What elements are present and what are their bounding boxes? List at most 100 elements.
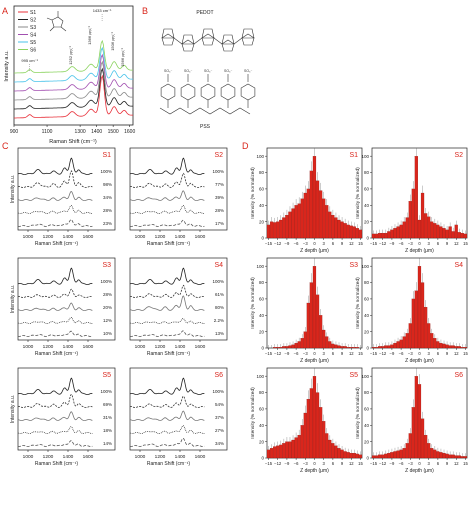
histogram-bar bbox=[334, 445, 338, 459]
histogram-bar bbox=[411, 298, 415, 349]
histogram-bar bbox=[282, 443, 286, 459]
y-tick-label: 100 bbox=[361, 154, 369, 159]
x-tick-label: −3 bbox=[303, 351, 308, 356]
histogram-bar bbox=[303, 412, 307, 459]
histogram-bar bbox=[282, 217, 286, 239]
x-tick-label: −3 bbox=[408, 461, 413, 466]
x-tick-label: 12 bbox=[454, 351, 459, 356]
x-tick-label: 12 bbox=[349, 461, 354, 466]
spectrum-line bbox=[130, 284, 205, 299]
histogram-bar bbox=[393, 228, 397, 239]
tick-label: 1000 bbox=[23, 454, 34, 460]
panel-a-spectra bbox=[14, 39, 133, 119]
histogram-bar bbox=[408, 201, 412, 239]
histogram-bar bbox=[303, 331, 307, 349]
histogram-bar bbox=[439, 226, 443, 239]
y-tick-label: 100 bbox=[256, 154, 264, 159]
histogram-bar bbox=[371, 347, 376, 349]
spectrum-line bbox=[129, 219, 205, 228]
spectrum-line bbox=[17, 440, 93, 448]
histogram-bar bbox=[448, 454, 452, 459]
y-tick-label: 0 bbox=[366, 346, 369, 351]
histogram-bar bbox=[352, 226, 356, 239]
histogram-bar bbox=[439, 342, 443, 349]
spectrum-line bbox=[129, 190, 205, 202]
histogram-bar bbox=[322, 198, 326, 239]
histogram-bar bbox=[331, 214, 335, 239]
histogram-bar bbox=[402, 448, 406, 459]
x-tick-label: 9 bbox=[341, 461, 344, 466]
x-tick-label: −9 bbox=[390, 461, 395, 466]
y-tick-label: 60 bbox=[259, 407, 265, 412]
histogram-bar bbox=[417, 384, 422, 459]
histogram-bar bbox=[427, 443, 431, 459]
y-tick-label: 80 bbox=[364, 280, 370, 285]
histogram-bar bbox=[445, 229, 449, 239]
spectrum-line bbox=[17, 377, 93, 396]
y-tick-label: 20 bbox=[259, 219, 265, 224]
tick-label: 1600 bbox=[83, 454, 94, 460]
histogram-bar bbox=[294, 342, 298, 349]
x-tick-label: 0 bbox=[418, 241, 421, 246]
tick-label: 1400 bbox=[91, 129, 102, 135]
subplot-label: S3 bbox=[349, 262, 358, 269]
histogram-bar bbox=[436, 341, 440, 349]
subplot-xlabel: Raman Shift (cm⁻¹) bbox=[147, 241, 191, 247]
dioxane-ring-icon bbox=[221, 34, 235, 45]
histogram-bar bbox=[420, 282, 425, 349]
histogram-bar bbox=[463, 233, 468, 239]
percent-label: 98% bbox=[103, 182, 112, 187]
percent-label: 100% bbox=[212, 389, 224, 394]
panel-d-subplot-s2: S2 0 20 40 60 80 100 −15 −12 −9 −6 −3 0 3 6 9 12 15 Z dept… bbox=[355, 147, 468, 254]
histogram-bar bbox=[371, 233, 376, 239]
subplot-label: S6 bbox=[214, 372, 223, 379]
x-tick-label: −12 bbox=[274, 461, 282, 466]
histogram-bar bbox=[352, 347, 356, 349]
x-tick-label: −12 bbox=[379, 241, 387, 246]
y-tick-label: 80 bbox=[259, 280, 265, 285]
histogram-bar bbox=[405, 217, 409, 239]
histogram-bar bbox=[294, 205, 298, 239]
histogram-bar bbox=[294, 437, 298, 459]
histogram-bar bbox=[355, 228, 359, 239]
percent-label: 61% bbox=[215, 292, 224, 297]
subplot-xlabel: Raman Shift (cm⁻¹) bbox=[147, 351, 191, 357]
x-tick-label: 3 bbox=[428, 241, 431, 246]
histogram-bar bbox=[328, 439, 332, 459]
histogram-bar bbox=[346, 224, 350, 239]
y-tick-label: 20 bbox=[364, 439, 370, 444]
histogram-bar bbox=[297, 341, 301, 349]
pss-label: PSS bbox=[200, 124, 211, 130]
percent-label: 28% bbox=[103, 292, 112, 297]
spectrum-s5 bbox=[14, 46, 133, 83]
subplot-xlabel: Z depth (μm) bbox=[300, 358, 329, 364]
percent-label: 54% bbox=[215, 402, 224, 407]
panel-c-subplot-s6: S6 100% 54% 37% 27% 34% 1000 1200 1400 1600 Raman … bbox=[129, 367, 228, 467]
legend-label-s4: S4 bbox=[30, 33, 36, 39]
y-tick-label: 0 bbox=[261, 236, 264, 241]
histogram-bar bbox=[433, 223, 437, 239]
histogram-bar bbox=[315, 392, 320, 459]
x-tick-label: 9 bbox=[341, 351, 344, 356]
peak-annotation: 1506 cm⁻¹ bbox=[110, 31, 115, 50]
y-tick-label: 0 bbox=[366, 236, 369, 241]
y-tick-label: 100 bbox=[256, 264, 264, 269]
spectrum-line bbox=[17, 205, 93, 215]
subplot-xlabel: Z depth (μm) bbox=[300, 248, 329, 254]
histogram-bar bbox=[340, 346, 344, 349]
subplot-xlabel: Raman Shift (cm⁻¹) bbox=[35, 241, 79, 247]
x-tick-label: −12 bbox=[274, 241, 282, 246]
histogram-bar bbox=[319, 315, 323, 349]
x-tick-label: −6 bbox=[399, 351, 404, 356]
histogram-bar bbox=[390, 452, 394, 459]
histogram-bar bbox=[291, 344, 295, 349]
y-tick-label: 20 bbox=[364, 329, 370, 334]
subplot-label: S3 bbox=[102, 262, 111, 269]
histogram-bar bbox=[291, 208, 295, 239]
percent-label: 100% bbox=[100, 389, 112, 394]
histogram-bar bbox=[266, 224, 271, 239]
panel-b: B PEDOT SO₃⁻ SO₃⁻ SO₃⁻ SO₃⁻ SO₃⁻ PSS bbox=[142, 6, 256, 130]
spectrum-line bbox=[17, 302, 93, 312]
histogram-bar bbox=[381, 454, 385, 459]
benzene-ring-icon bbox=[180, 83, 196, 101]
